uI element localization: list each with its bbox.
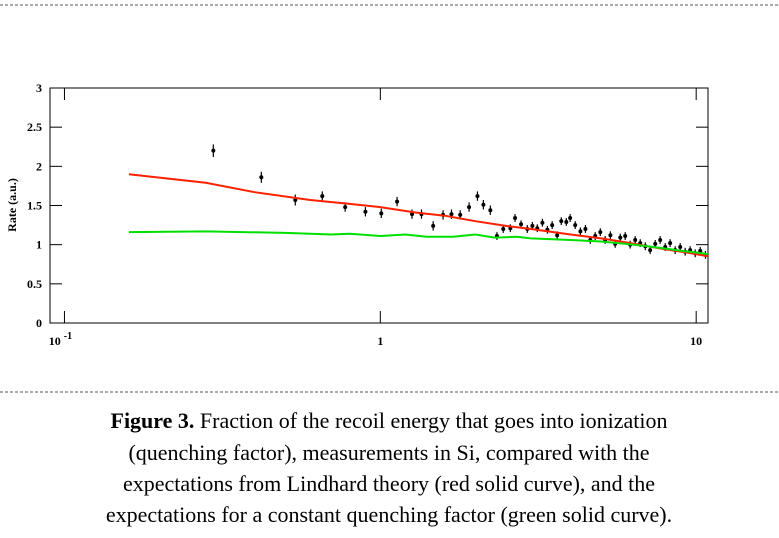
x-tick-exponent: -1 xyxy=(64,331,72,342)
data-point xyxy=(449,212,454,217)
y-tick-label: 0.5 xyxy=(27,277,42,291)
data-point xyxy=(395,199,400,204)
y-tick-label: 2 xyxy=(36,159,42,173)
data-point xyxy=(653,241,658,246)
caption-line: Figure 3. Fraction of the recoil energy … xyxy=(111,408,668,433)
data-point xyxy=(568,216,573,221)
data-point xyxy=(598,230,603,235)
caption-line: expectations for a constant quenching fa… xyxy=(106,502,672,527)
data-point xyxy=(363,209,368,214)
data-point xyxy=(623,234,628,239)
data-point xyxy=(467,205,472,210)
data-point xyxy=(648,248,653,253)
data-point xyxy=(564,219,569,224)
x-tick-label: 1 xyxy=(377,334,383,348)
data-point xyxy=(658,237,663,242)
data-point xyxy=(431,223,436,228)
data-point xyxy=(550,223,555,228)
y-tick-label: 2.5 xyxy=(27,120,42,134)
data-point xyxy=(458,212,463,217)
data-point xyxy=(618,235,623,240)
data-point xyxy=(573,223,578,228)
data-point xyxy=(668,241,673,246)
x-tick-label: 10 -1 xyxy=(49,331,72,348)
data-point xyxy=(410,212,415,217)
y-axis-label: Rate (a.u.) xyxy=(5,178,19,232)
y-tick-label: 1 xyxy=(36,238,42,252)
data-point xyxy=(501,227,506,231)
data-point xyxy=(259,175,264,180)
data-point xyxy=(320,194,325,199)
data-point xyxy=(475,194,480,199)
caption-line: (quenching factor), measurements in Si, … xyxy=(128,440,649,465)
data-point xyxy=(481,202,486,207)
data-point xyxy=(540,220,545,225)
x-tick-base: 10 xyxy=(49,334,61,348)
caption-label: Figure 3. xyxy=(111,408,195,433)
data-point xyxy=(379,211,384,216)
data-point xyxy=(530,223,535,228)
y-tick-label: 0 xyxy=(36,316,42,330)
x-tick-label: 10 xyxy=(690,334,702,348)
data-point xyxy=(513,216,518,221)
curve xyxy=(128,230,709,256)
data-point xyxy=(488,208,493,213)
plot-frame xyxy=(49,87,709,324)
data-point xyxy=(678,245,683,250)
data-point xyxy=(608,233,613,238)
y-tick-label: 1.5 xyxy=(27,199,42,213)
y-tick-label: 3 xyxy=(36,81,42,95)
caption-line: expectations from Lindhard theory (red s… xyxy=(123,471,655,496)
data-point xyxy=(343,205,348,210)
data-point xyxy=(211,148,216,153)
data-point xyxy=(633,237,638,242)
data-point xyxy=(555,233,560,238)
caption-text: Fraction of the recoil energy that goes … xyxy=(194,408,667,433)
data-point xyxy=(578,229,583,234)
data-point xyxy=(583,227,588,231)
data-point xyxy=(559,219,564,224)
data-point xyxy=(519,222,524,227)
